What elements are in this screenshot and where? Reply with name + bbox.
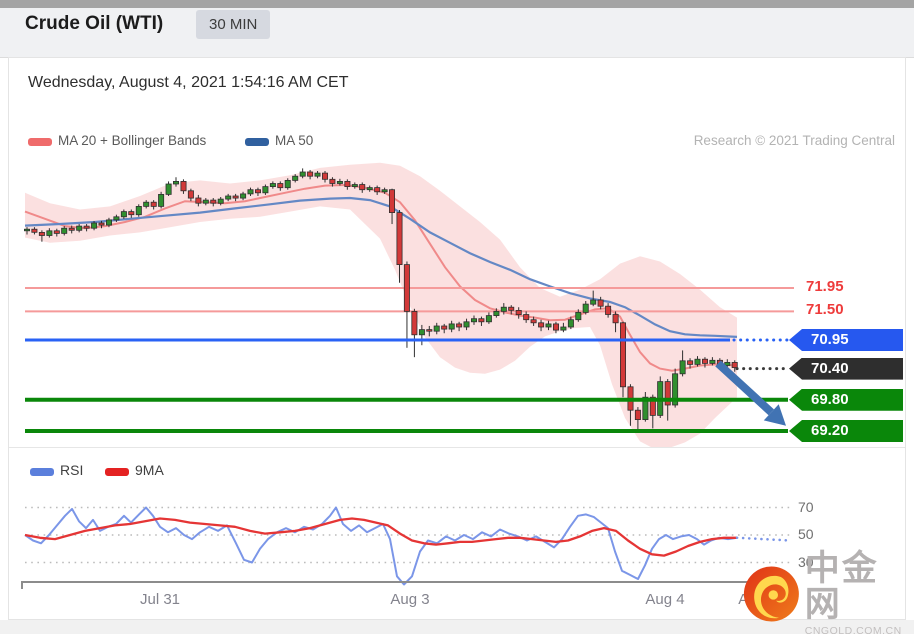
- x-axis-label-aug-4: Aug 4: [645, 591, 685, 608]
- ma20-line: [24, 183, 738, 372]
- cngold-logo-icon: [743, 566, 799, 622]
- rsi-9ma-line: [24, 517, 737, 557]
- window-bottom-strip: [0, 620, 914, 634]
- legend-ma20-bollinger-label: MA 20 + Bollinger Bands: [58, 133, 207, 148]
- watermark-site-name: 中金网: [804, 549, 879, 624]
- price-tag-69-20: 69.20: [789, 420, 903, 442]
- support-target-lines: [25, 338, 790, 433]
- panel-divider: [9, 447, 905, 448]
- legend-rsi-label: RSI: [60, 462, 84, 478]
- rsi-line: [24, 506, 738, 586]
- rsi-tick-30: 30: [798, 553, 814, 570]
- price-label-71-50: 71.50: [806, 301, 844, 319]
- timeframe-badge[interactable]: 30 MIN: [196, 10, 271, 39]
- rsi-forecast-dotted-line: [735, 536, 792, 542]
- bollinger-band-area: [25, 162, 737, 448]
- legend-ma50-label: MA 50: [275, 133, 314, 148]
- window-top-strip: [0, 0, 914, 8]
- legend-9ma-label: 9MA: [135, 462, 164, 478]
- x-axis-label-aug-3: Aug 3: [390, 591, 430, 608]
- forecast-arrow: [715, 360, 786, 426]
- rsi-swatch-icon: [30, 468, 54, 476]
- research-credit: Research © 2021 Trading Central: [693, 133, 895, 148]
- rsi-gridlines: [25, 506, 790, 564]
- rsi-tick-50: 50: [798, 526, 814, 542]
- time-axis-line: [21, 581, 763, 589]
- price-tag-69-80: 69.80: [789, 388, 903, 411]
- rsi-9ma-swatch-icon: [105, 468, 129, 476]
- ma50-line: [24, 196, 738, 338]
- ma50-swatch-icon: [245, 138, 269, 146]
- x-axis-label-jul-31: Jul 31: [139, 591, 181, 608]
- watermark-domain: CNGOLD.COM.CN: [804, 625, 902, 634]
- price-chart-canvas[interactable]: [8, 110, 906, 448]
- ma20-bollinger-swatch-icon: [28, 138, 52, 146]
- price-label-71-95: 71.95: [806, 278, 844, 295]
- rsi-tick-70: 70: [798, 498, 814, 515]
- cngold-watermark: 中金网 CNGOLD.COM.CN 中 文 财 经 新 媒 体: [742, 551, 910, 634]
- datetime-label: Wednesday, August 4, 2021 1:54:16 AM CET: [28, 74, 349, 91]
- price-tag-70-40: 70.40: [789, 357, 903, 380]
- price-tag-70-95: 70.95: [789, 329, 903, 351]
- page-title: Crude Oil (WTI): [25, 13, 164, 34]
